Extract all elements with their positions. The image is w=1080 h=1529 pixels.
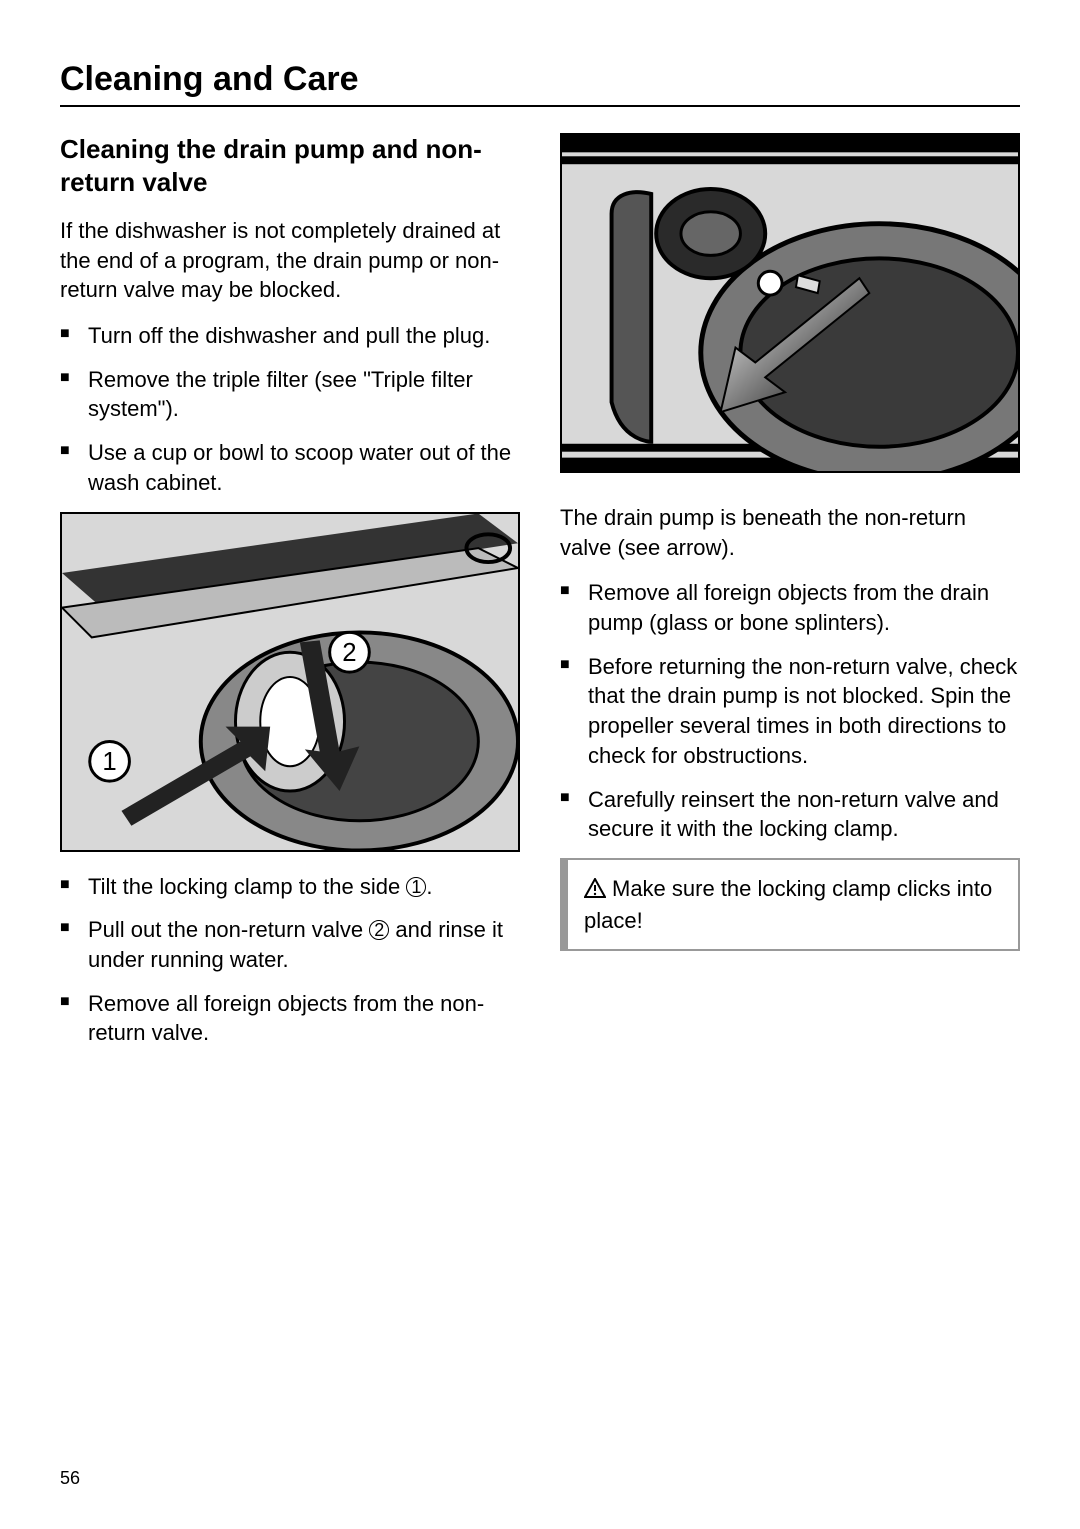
illus1-label-2: 2 [342,639,356,667]
illus1-label-1: 1 [102,748,116,776]
list-text: Remove all foreign objects from the non-… [88,991,484,1046]
list-item: Turn off the dishwasher and pull the plu… [60,321,520,351]
list-item: Pull out the non-return valve 2 and rins… [60,915,520,974]
warning-icon [584,876,606,906]
illustration-drain-valve-2 [560,133,1020,473]
list-item: Remove all foreign objects from the non-… [60,989,520,1048]
list-text: Pull out the non-return valve [88,917,369,942]
left-column: Cleaning the drain pump and non-return v… [60,133,520,1062]
ref-circled-2: 2 [369,920,389,940]
ref-circled-1: 1 [406,877,426,897]
steps-list-bottom: Tilt the locking clamp to the side 1. Pu… [60,872,520,1048]
page-title: Cleaning and Care [60,60,1020,99]
section-heading: Cleaning the drain pump and non-return v… [60,133,520,198]
intro-paragraph: If the dishwasher is not completely drai… [60,216,520,305]
list-item: Tilt the locking clamp to the side 1. [60,872,520,902]
list-item: Carefully reinsert the non-return valve … [560,785,1020,844]
list-item: Remove the triple filter (see "Triple fi… [60,365,520,424]
warning-box: Make sure the locking clamp clicks into … [560,858,1020,951]
list-text: . [426,874,432,899]
right-column: The drain pump is beneath the non-return… [560,133,1020,1062]
title-rule [60,105,1020,107]
drain-pump-para: The drain pump is beneath the non-return… [560,503,1020,562]
list-item: Use a cup or bowl to scoop water out of … [60,438,520,497]
list-text: Tilt the locking clamp to the side [88,874,406,899]
page-number: 56 [60,1468,80,1489]
list-item: Remove all foreign objects from the drai… [560,578,1020,637]
list-item: Before returning the non-return valve, c… [560,652,1020,771]
steps-list-right: Remove all foreign objects from the drai… [560,578,1020,844]
warning-text: Make sure the locking clamp clicks into … [584,876,992,933]
steps-list-top: Turn off the dishwasher and pull the plu… [60,321,520,497]
illustration-drain-valve-1: 1 2 [60,512,520,852]
content-columns: Cleaning the drain pump and non-return v… [60,133,1020,1062]
